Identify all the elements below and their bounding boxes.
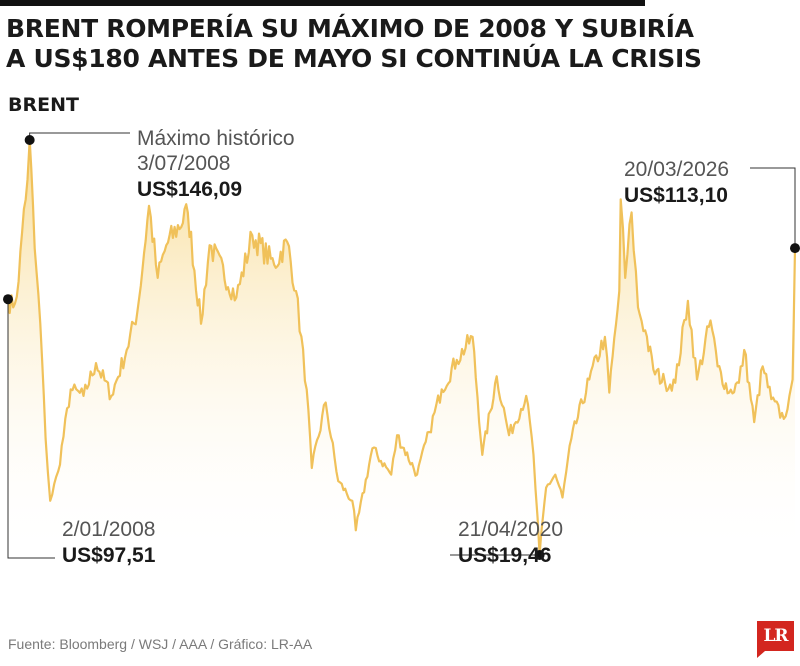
last-leader-line (750, 167, 796, 249)
chart-title-line-2: A US$180 ANTES DE MAYO SI CONTINÚA LA CR… (6, 44, 702, 73)
last-marker (790, 243, 800, 254)
start-leader-line (7, 299, 55, 559)
chart-title-line-1: BRENT ROMPERÍA SU MÁXIMO DE 2008 Y SUBIR… (6, 14, 694, 43)
source-note: Fuente: Bloomberg / WSJ / AAA / Gráfico:… (8, 636, 313, 652)
last-annotation: 20/03/2026 US$113,10 (624, 158, 800, 254)
price-line (6, 138, 797, 557)
start-annotation: 2/01/2008 US$97,51 (3, 294, 156, 567)
last-date: 20/03/2026 (624, 158, 729, 181)
max-date: 3/07/2008 (137, 152, 230, 175)
min-value: US$19,46 (458, 544, 551, 567)
price-chart: Máximo histórico 3/07/2008 US$146,09 2/0… (3, 127, 800, 567)
start-marker (3, 294, 13, 305)
start-value: US$97,51 (62, 544, 156, 567)
min-date: 21/04/2020 (458, 518, 563, 541)
max-leader-line (29, 132, 130, 140)
min-marker (534, 550, 545, 560)
lr-logo: LR (757, 621, 794, 658)
last-value: US$113,10 (624, 184, 728, 207)
start-date: 2/01/2008 (62, 518, 155, 541)
series-label: BRENT (8, 94, 79, 116)
price-area (8, 140, 795, 560)
max-value: US$146,09 (137, 178, 242, 201)
chart-title: BRENT ROMPERÍA SU MÁXIMO DE 2008 Y SUBIR… (6, 14, 702, 74)
max-annotation: Máximo histórico 3/07/2008 US$146,09 (24, 127, 295, 201)
max-marker (24, 135, 35, 145)
min-annotation: 21/04/2020 US$19,46 (450, 518, 563, 567)
max-label: Máximo histórico (137, 127, 295, 150)
top-rule (0, 0, 645, 6)
